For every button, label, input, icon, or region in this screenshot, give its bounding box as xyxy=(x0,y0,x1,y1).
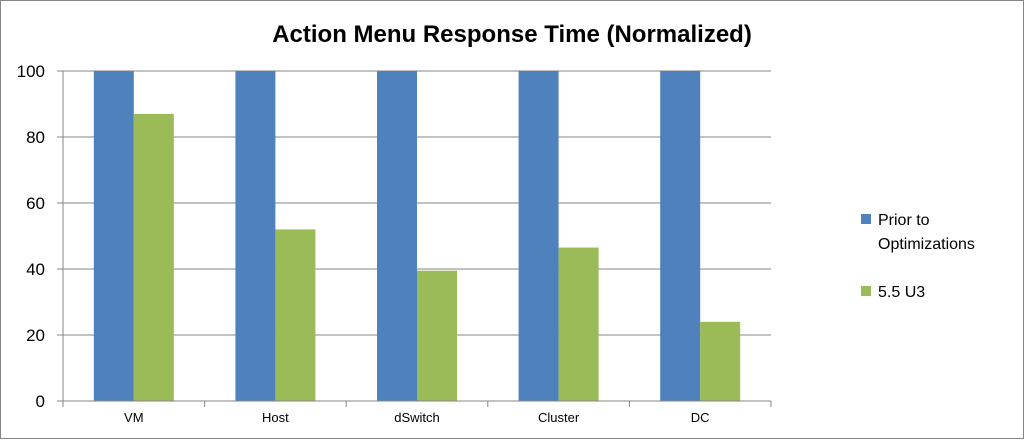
x-tick-label: DC xyxy=(691,410,710,425)
legend-swatch-u3 xyxy=(861,286,871,296)
x-tick-label: VM xyxy=(124,410,144,425)
legend: Prior to Optimizations 5.5 U3 xyxy=(861,212,975,301)
legend-swatch-prior xyxy=(861,214,871,224)
y-tick-label: 60 xyxy=(26,194,45,213)
legend-label: Optimizations xyxy=(878,236,975,253)
x-tick-label: Host xyxy=(262,410,289,425)
bar-u3-host xyxy=(275,229,316,401)
bars xyxy=(93,71,741,402)
chart-title: Action Menu Response Time (Normalized) xyxy=(272,21,752,48)
bar-prior-dc xyxy=(660,71,701,401)
bar-prior-host xyxy=(235,71,276,401)
bar-u3-dswitch xyxy=(417,270,457,401)
bar-prior-cluster xyxy=(518,71,559,401)
bar-prior-vm xyxy=(93,71,134,401)
x-tick-label: dSwitch xyxy=(394,410,440,425)
legend-label: Prior to xyxy=(878,212,930,229)
bar-u3-vm xyxy=(133,113,174,402)
y-tick-label: 100 xyxy=(17,62,45,81)
bar-prior-dswitch xyxy=(377,71,417,401)
y-tick-label: 80 xyxy=(26,128,45,147)
legend-label: 5.5 U3 xyxy=(878,284,925,301)
bar-u3-dc xyxy=(700,321,741,401)
y-tick-label: 40 xyxy=(26,260,45,279)
x-tick-label: Cluster xyxy=(538,410,580,425)
bar-u3-cluster xyxy=(558,247,599,401)
y-tick-label: 0 xyxy=(36,392,45,411)
axes: 0 20 40 60 80 100 VM Host dSwitch Cluster DC xyxy=(17,62,772,425)
y-tick-label: 20 xyxy=(26,326,45,345)
